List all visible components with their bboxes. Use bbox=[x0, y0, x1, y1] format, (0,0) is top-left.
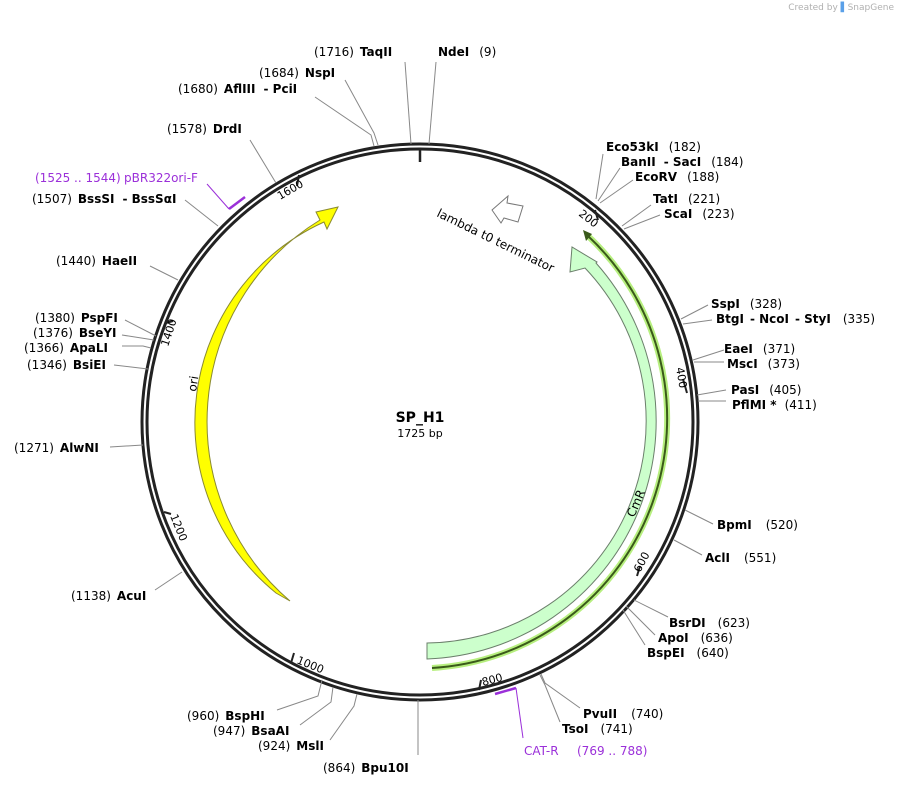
site-msli[interactable]: (924) MslI bbox=[258, 739, 324, 753]
primer-range: (1525 .. 1544) bbox=[35, 171, 121, 185]
site-acli[interactable]: AclI (551) bbox=[705, 551, 776, 565]
site-apoi[interactable]: ApoI (636) bbox=[658, 631, 733, 645]
site-bsrdi[interactable]: BsrDI (623) bbox=[669, 616, 750, 630]
site-bsphi[interactable]: (960) BspHI bbox=[187, 709, 265, 723]
site-ecorv[interactable]: EcoRV (188) bbox=[635, 170, 719, 184]
site-apali[interactable]: (1366) ApaLI bbox=[24, 341, 108, 355]
snapgene-logo-icon: ▌ bbox=[840, 3, 848, 13]
primer-range: (769 .. 788) bbox=[577, 744, 647, 758]
primer-cat-r[interactable]: CAT-R (769 .. 788) bbox=[494, 686, 647, 758]
site-msci[interactable]: MscI (373) bbox=[727, 357, 800, 371]
site-drdi[interactable]: (1578) DrdI bbox=[167, 122, 242, 136]
site-alwni[interactable]: (1271) AlwNI bbox=[14, 441, 99, 455]
site-bpu10i[interactable]: (864) Bpu10I bbox=[323, 761, 409, 775]
site-bseyi[interactable]: (1376) BseYI bbox=[33, 326, 117, 340]
primer-name: pBR322ori-F bbox=[124, 171, 198, 185]
site-leaders bbox=[109, 61, 727, 755]
site-banii-saci[interactable]: BanII - SacI (184) bbox=[621, 155, 744, 169]
tick-200: 200 bbox=[576, 207, 601, 230]
site-nspi[interactable]: (1684) NspI bbox=[259, 66, 335, 80]
site-acui[interactable]: (1138) AcuI bbox=[71, 589, 146, 603]
ori-label: ori bbox=[185, 375, 201, 393]
tick-400: 400 bbox=[673, 366, 689, 389]
primer-pbr322ori-f[interactable]: (1525 .. 1544) pBR322ori-F bbox=[35, 171, 246, 210]
snapgene-credit: Created by ▌SnapGene bbox=[788, 3, 894, 13]
primer-name: CAT-R bbox=[524, 744, 559, 758]
tick-1200: 1200 bbox=[167, 512, 190, 543]
terminator-feature[interactable] bbox=[491, 194, 524, 224]
site-pspfi[interactable]: (1380) PspFI bbox=[35, 311, 118, 325]
site-tati[interactable]: TatI (221) bbox=[653, 192, 720, 206]
site-bsaai[interactable]: (947) BsaAI bbox=[213, 724, 289, 738]
plasmid-length: 1725 bp bbox=[397, 427, 442, 440]
restriction-sites: NdeI (9) (1716) TaqII (1684) NspI (1680) Afl… bbox=[14, 45, 875, 775]
site-pflmi[interactable]: PflMI * (411) bbox=[732, 398, 817, 412]
ori-feature[interactable] bbox=[194, 206, 339, 602]
terminator-label: lambda t0 terminator bbox=[435, 206, 557, 275]
site-taqii[interactable]: (1716) TaqII bbox=[314, 45, 392, 59]
site-bpmi[interactable]: BpmI (520) bbox=[717, 518, 798, 532]
site-haeii[interactable]: (1440) HaeII bbox=[56, 254, 137, 268]
plasmid-name: SP_H1 bbox=[396, 410, 445, 426]
tick-800: 800 bbox=[480, 671, 504, 689]
site-afliii-pcii[interactable]: (1680) AflIII - PciI bbox=[178, 82, 297, 96]
cmr-label: CmR bbox=[624, 488, 648, 520]
site-eco53ki[interactable]: Eco53kI (182) bbox=[606, 140, 701, 154]
site-ndei[interactable]: NdeI (9) bbox=[438, 45, 496, 59]
credit-prefix: Created by bbox=[788, 3, 838, 13]
site-bsssi[interactable]: (1507) BssSI - BssSαI bbox=[32, 192, 176, 206]
site-bsiei[interactable]: (1346) BsiEI bbox=[27, 358, 106, 372]
site-pvuii[interactable]: PvuII (740) bbox=[583, 707, 663, 721]
cmr-orf-line bbox=[431, 230, 671, 671]
site-tsoi[interactable]: TsoI (741) bbox=[562, 722, 633, 736]
cmr-feature[interactable] bbox=[426, 246, 657, 660]
site-btgi-ncoi-styi[interactable]: BtgI - NcoI - StyI (335) bbox=[716, 312, 875, 326]
site-eaei[interactable]: EaeI (371) bbox=[724, 342, 795, 356]
site-scai[interactable]: ScaI (223) bbox=[664, 207, 735, 221]
site-sspi[interactable]: SspI (328) bbox=[711, 297, 782, 311]
credit-brand: SnapGene bbox=[847, 3, 894, 13]
site-pasi[interactable]: PasI (405) bbox=[731, 383, 801, 397]
site-bspei[interactable]: BspEI (640) bbox=[647, 646, 729, 660]
